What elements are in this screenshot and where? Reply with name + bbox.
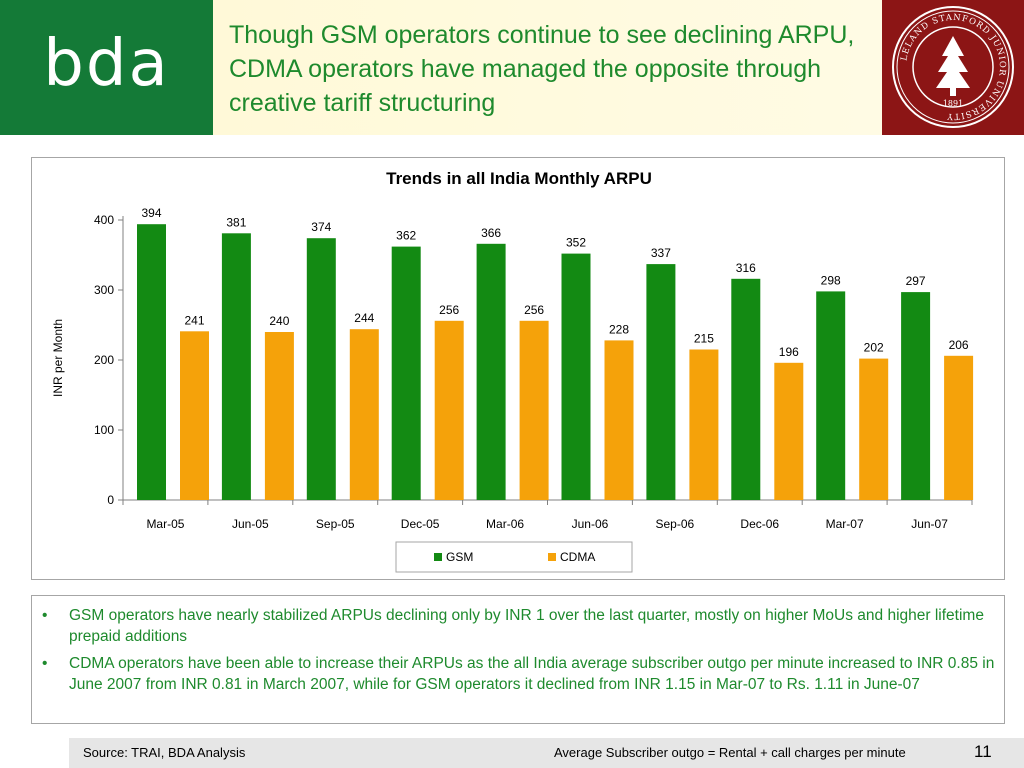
bullet-text: CDMA operators have been able to increas… [69,655,995,693]
legend-box [395,541,633,573]
cdma-bar [519,320,549,500]
bullet-list: • GSM operators have nearly stabilized AR… [42,605,997,701]
chart-axes: 0 100 200 300 400 Mar-05 Jun-05 Sep-05 Dec-05 Mar… [94,213,973,531]
cdma-bar [944,355,974,500]
gsm-value-label: 297 [906,274,926,288]
title-banner: Though GSM operators continue to see dec… [213,0,882,135]
source-note: Source: TRAI, BDA Analysis [83,745,246,760]
gsm-bar [646,264,676,500]
cdma-bar [689,349,719,500]
gsm-value-label: 381 [226,215,246,229]
gsm-legend-label: GSM [446,550,473,564]
x-tick-label: Sep-05 [316,517,355,531]
y-tick-label: 200 [94,353,114,367]
seal-year: 1891 [943,99,963,108]
y-tick-label: 0 [107,493,114,507]
bullet-dot: • [42,607,48,624]
chart-bars: 394 241 381 240 374 244 362 256 366 256 352 228 337 2… [137,206,974,501]
bda-logo: bda [0,0,213,135]
bullet-text: GSM operators have nearly stabilized ARP… [69,607,984,645]
gsm-value-label: 366 [481,226,501,240]
bullet-item: • CDMA operators have been able to increa… [42,653,997,695]
gsm-bar [816,291,846,500]
gsm-value-label: 316 [736,261,756,275]
gsm-bar [901,292,931,500]
cdma-bar [349,329,379,500]
arpu-bar-chart: Trends in all India Monthly ARPU INR per… [51,169,974,573]
bullet-panel: • GSM operators have nearly stabilized AR… [31,595,1005,724]
x-tick-label: Mar-06 [486,517,524,531]
stanford-seal: LELAND STANFORD JUNIOR UNIVERSITY 1891 [882,0,1024,135]
y-tick-label: 400 [94,213,114,227]
gsm-bar [731,278,761,500]
cdma-value-label: 244 [354,311,374,325]
cdma-value-label: 241 [184,313,204,327]
footer-bar: Source: TRAI, BDA Analysis Average Subsc… [69,738,1024,768]
gsm-legend-swatch [434,553,442,561]
cdma-value-label: 202 [864,341,884,355]
gsm-bar [137,224,166,500]
cdma-value-label: 256 [524,303,544,317]
gsm-value-label: 362 [396,229,416,243]
slide-title: Though GSM operators continue to see dec… [229,21,855,117]
tree-icon [936,36,970,96]
logo-text: bda [43,26,170,101]
chart-legend: GSM CDMA [395,541,633,573]
x-tick-label: Mar-07 [826,517,864,531]
gsm-value-label: 337 [651,246,671,260]
cdma-bar [604,340,634,500]
cdma-value-label: 256 [439,303,459,317]
gsm-bar [476,243,506,501]
y-tick-label: 300 [94,283,114,297]
cdma-legend-swatch [548,553,556,561]
cdma-bar [774,362,804,500]
gsm-value-label: 352 [566,236,586,250]
y-tick-label: 100 [94,423,114,437]
gsm-value-label: 374 [311,220,331,234]
x-tick-label: Mar-05 [146,517,184,531]
gsm-bar [561,253,591,500]
cdma-bar [180,331,209,500]
cdma-bar [859,358,889,500]
gsm-bar [221,233,251,501]
gsm-bar [306,238,336,500]
y-axis-label: INR per Month [51,319,65,397]
cdma-legend-label: CDMA [560,550,595,564]
x-tick-label: Jun-05 [232,517,269,531]
stanford-seal-icon: LELAND STANFORD JUNIOR UNIVERSITY 1891 [892,6,1014,128]
gsm-bar [391,246,421,500]
chart-panel: Trends in all India Monthly ARPU INR per… [31,157,1005,580]
bullet-item: • GSM operators have nearly stabilized AR… [42,605,997,647]
gsm-value-label: 394 [141,206,161,220]
x-tick-label: Dec-06 [740,517,779,531]
cdma-value-label: 206 [949,338,969,352]
cdma-value-label: 240 [269,314,289,328]
chart-title: Trends in all India Monthly ARPU [386,169,652,188]
bullet-dot: • [42,655,48,672]
page-number: 11 [974,742,992,761]
cdma-value-label: 215 [694,332,714,346]
cdma-bar [434,320,464,500]
cdma-bar [264,332,294,500]
cdma-value-label: 228 [609,322,629,336]
x-tick-label: Jun-06 [572,517,609,531]
gsm-value-label: 298 [821,273,841,287]
x-tick-label: Sep-06 [655,517,694,531]
x-tick-label: Dec-05 [401,517,440,531]
definition-note: Average Subscriber outgo = Rental + call… [554,745,906,760]
x-tick-label: Jun-07 [911,517,948,531]
cdma-value-label: 196 [779,345,799,359]
